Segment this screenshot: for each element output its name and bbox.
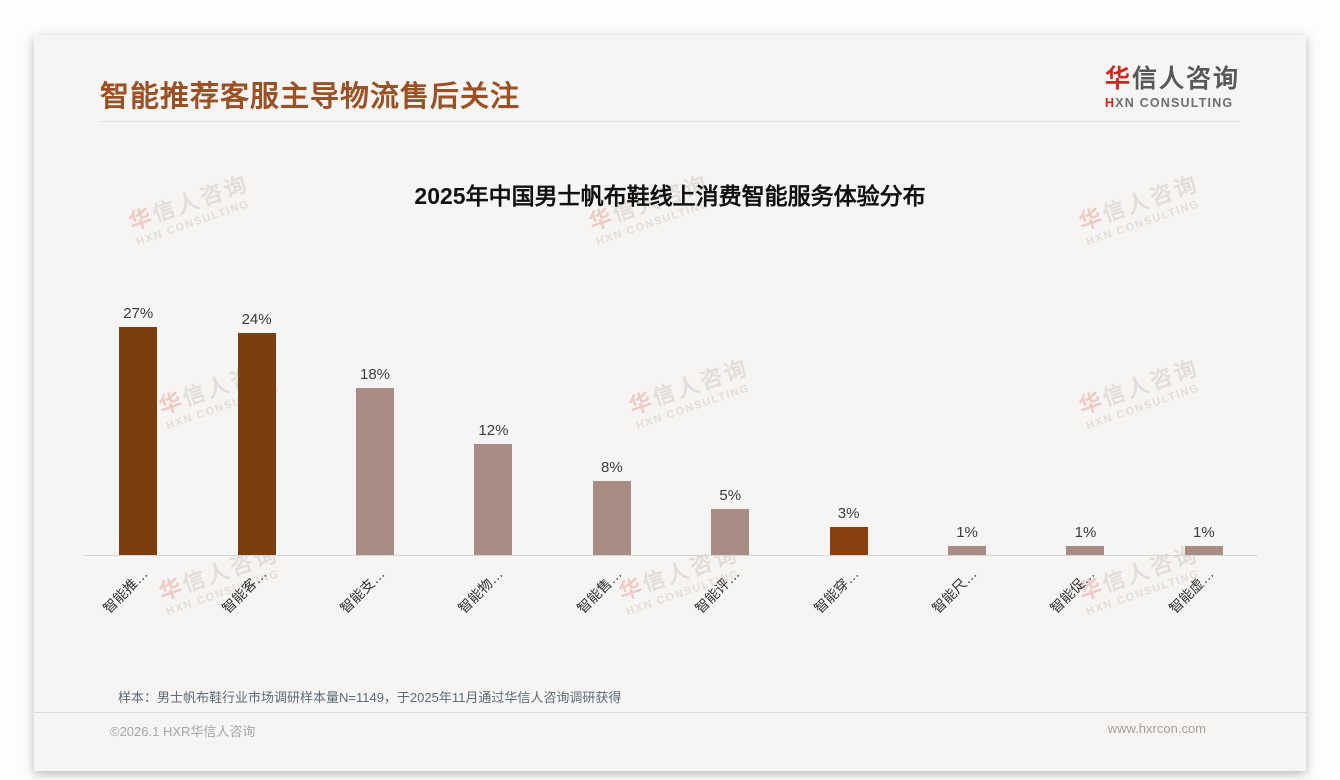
bar-value-label: 5% xyxy=(719,487,742,504)
bar-column: 1% xyxy=(1145,305,1263,555)
x-axis-label-slot: 智能尺… xyxy=(908,556,1026,646)
x-axis-label-slot: 智能推… xyxy=(79,556,197,646)
bar-column: 1% xyxy=(1026,305,1144,555)
bar xyxy=(356,388,395,555)
x-axis-label: 智能穿… xyxy=(810,565,862,617)
logo-english-text: HXN CONSULTING xyxy=(1104,96,1234,110)
bar xyxy=(474,444,513,555)
x-axis-label-slot: 智能售… xyxy=(553,556,671,646)
x-axis-label: 智能促… xyxy=(1047,565,1099,617)
bar-column: 3% xyxy=(789,305,907,555)
x-axis-label-slot: 智能虚… xyxy=(1145,556,1263,646)
x-axis-label: 智能物… xyxy=(455,565,507,617)
bar xyxy=(237,333,276,555)
bar-column: 5% xyxy=(671,305,789,555)
company-logo: 华信人咨询 HXN CONSULTING xyxy=(1105,59,1240,110)
x-axis-label: 智能尺… xyxy=(928,565,980,617)
chart-title: 2025年中国男士帆布鞋线上消费智能服务体验分布 xyxy=(414,183,926,209)
x-axis-label: 智能推… xyxy=(100,565,151,617)
bar-value-label: 1% xyxy=(1193,524,1215,541)
bar-value-label: 1% xyxy=(1074,524,1097,541)
bar xyxy=(119,327,158,555)
logo-chinese-text: 华信人咨询 xyxy=(1104,65,1240,93)
x-axis-line xyxy=(84,555,1258,556)
bar-value-label: 12% xyxy=(478,422,509,439)
x-axis-label-slot: 智能促… xyxy=(1026,556,1144,646)
bar-column: 1% xyxy=(908,305,1026,555)
bar-column: 24% xyxy=(197,305,315,555)
bar xyxy=(711,509,750,555)
slide-card: 华信人咨询 HXN CONSULTING 华信人咨询 HXN CONSULTING 华信… xyxy=(34,35,1306,771)
footer-divider xyxy=(34,712,1306,713)
header-divider xyxy=(100,121,1240,122)
bar-value-label: 8% xyxy=(600,459,623,476)
x-axis-label-slot: 智能物… xyxy=(434,556,552,646)
copyright-text: ©2026.1 HXR华信人咨询 xyxy=(110,724,256,739)
bar xyxy=(829,527,868,555)
bar xyxy=(592,481,631,555)
bar-value-label: 27% xyxy=(123,305,154,322)
x-axis-label-slot: 智能客… xyxy=(197,556,315,646)
bar-column: 18% xyxy=(316,305,434,555)
bar-value-label: 18% xyxy=(360,366,391,383)
bar-column: 8% xyxy=(553,305,671,555)
page-title: 智能推荐客服主导物流售后关注 xyxy=(100,81,521,113)
bar xyxy=(948,546,987,555)
bar-value-label: 1% xyxy=(956,524,978,541)
x-axis-label-slot: 智能穿… xyxy=(789,556,907,646)
bar-value-label: 24% xyxy=(241,311,272,328)
x-axis-label: 智能评… xyxy=(692,565,743,617)
bar xyxy=(1066,546,1105,555)
bar-column: 12% xyxy=(434,305,552,555)
x-axis-label: 智能虚… xyxy=(1165,565,1217,617)
website-url: www.hxrcon.com xyxy=(1107,721,1206,736)
x-axis-label-slot: 智能支… xyxy=(316,556,434,646)
bar-value-label: 3% xyxy=(837,505,860,522)
bar-column: 27% xyxy=(79,305,197,555)
x-axis-labels: 智能推… 智能客… 智能支… 智能物… 智能售… 智能评… 智能穿… 智能尺… 智能促… 智能虚… xyxy=(79,556,1263,646)
x-axis-label: 智能售… xyxy=(573,565,625,617)
bar-chart: 27% 24% 18% 12% 8% 5% 3% 1% 1% 1% xyxy=(79,305,1263,555)
sample-note: 样本：男士帆布鞋行业市场调研样本量N=1149，于2025年11月通过华信人咨询… xyxy=(118,690,622,705)
x-axis-label-slot: 智能评… xyxy=(671,556,789,646)
x-axis-label: 智能客… xyxy=(218,565,270,617)
x-axis-label: 智能支… xyxy=(336,565,388,617)
bar xyxy=(1184,546,1223,555)
